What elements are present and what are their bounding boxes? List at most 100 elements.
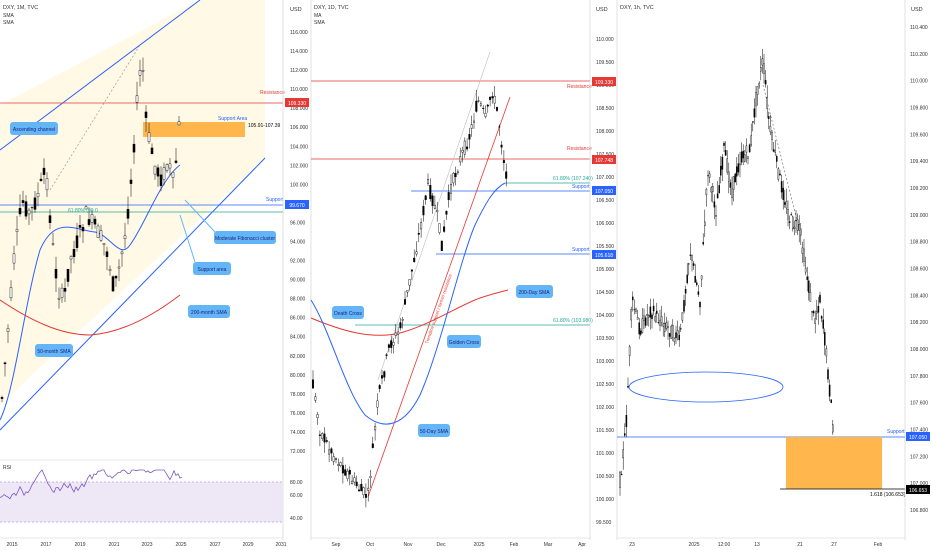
right-support-tag: 107.050 [906,432,930,441]
right-candle [702,242,704,245]
right-fib-ext-box [786,437,882,489]
right-candle [649,306,652,318]
left-candle [126,209,130,219]
right-candle [793,226,796,229]
middle-candle [498,126,501,128]
middle-candle [410,269,413,272]
right-candle [780,181,783,193]
callout-200-day-sma-label: 200-Day SMA [518,290,550,296]
middle-candle [461,150,464,153]
middle-candles [311,86,508,508]
left-candle [114,275,118,279]
middle-resistance-2-tag-text: 107.748 [595,158,613,164]
right-candle [824,332,826,346]
right-candle [721,156,724,170]
left-candle [69,256,73,260]
right-candle [724,149,727,156]
callout-200-month-sma: 200-month SMA [188,305,230,318]
left-candle [99,230,103,241]
right-y-ticks: 110.400 110.200 110.000 109.800 109.600 109.4… [910,25,928,514]
left-candle [66,268,70,282]
left-currency: USD [290,7,302,13]
callout-fib-cluster: Moderate Fibonacci cluster [184,199,276,244]
middle-candle [390,340,393,348]
right-y-tick: 109.800 [910,106,928,112]
right-candle [638,322,640,335]
right-candle [630,309,632,321]
middle-y-tick: 104.500 [596,290,614,296]
left-x-tick: 2021 [108,542,119,548]
middle-resistance-2-label: Resistance [567,146,592,152]
right-candle [704,221,706,226]
left-resistance-tag: 109.330 [285,98,309,107]
middle-candle [438,223,441,233]
rsi-label: RSI [3,465,11,471]
right-candle [811,311,813,313]
middle-resistance-1-tag: 109.330 [592,77,616,86]
middle-candle [426,179,430,184]
left-candle [156,167,160,177]
middle-candle [364,494,367,498]
middle-y-tick: 100.000 [596,497,614,503]
right-consolidation-ellipse [628,371,784,403]
rsi-tick-40: 40.00 [290,516,303,522]
right-candle [673,338,676,342]
right-y-tick: 107.600 [910,401,928,407]
left-y-tick: 92.000 [290,259,306,265]
callout-50-day-sma-label: 50-Day SMA [420,429,449,435]
right-currency: USD [911,7,923,13]
left-candle [177,121,181,126]
right-support-tag-text: 107.050 [909,435,927,441]
left-candle [93,218,97,225]
middle-candle [316,414,319,419]
right-candle [795,219,797,222]
right-candle [796,219,799,231]
right-candle [792,216,794,230]
right-x-tick: Feb [874,542,883,548]
left-y-tick: 114.000 [290,49,308,55]
middle-candle [440,240,443,252]
right-x-tick: 2025 [688,542,699,548]
middle-y-tick: 107.000 [596,175,614,181]
right-candle [728,171,730,182]
callout-200-day-sma: 200-Day SMA [516,285,553,298]
left-candle [72,249,76,257]
middle-candle [463,140,466,155]
right-candle [830,399,832,403]
middle-x-tick: Sep [332,542,341,548]
right-candle [768,116,770,119]
right-candle [772,149,775,152]
right-title: DXY, 1h, TVC [620,5,654,11]
right-candle [832,424,834,433]
right-candle [686,274,688,284]
right-candle [633,309,636,311]
right-candle [651,314,653,320]
right-y-tick: 107.200 [910,454,928,460]
middle-candle [431,195,434,206]
left-candle [3,362,7,365]
right-y-tick: 109.000 [910,213,928,219]
middle-candle [447,192,450,201]
right-candle [659,319,661,326]
right-candle [814,318,816,324]
right-candle [678,334,680,341]
middle-plot-bg [311,0,590,540]
middle-candle [424,195,427,200]
right-candle [697,291,700,295]
ascending-channel-fill [0,0,265,405]
left-candle [147,132,151,142]
left-candle [105,251,109,257]
middle-candle [387,344,390,348]
middle-y-tick: 103.500 [596,336,614,342]
right-candle [723,142,725,146]
right-candle [758,82,760,86]
right-candle [644,317,647,326]
right-candle [804,267,807,273]
right-candle [774,150,776,153]
middle-y-tick: 106.500 [596,198,614,204]
right-candle [785,200,788,209]
middle-y-tick: 99.500 [596,520,612,526]
middle-candle [330,448,333,454]
rsi-tick-60: 60.00 [290,493,303,499]
middle-y-tick: 106.000 [596,221,614,227]
